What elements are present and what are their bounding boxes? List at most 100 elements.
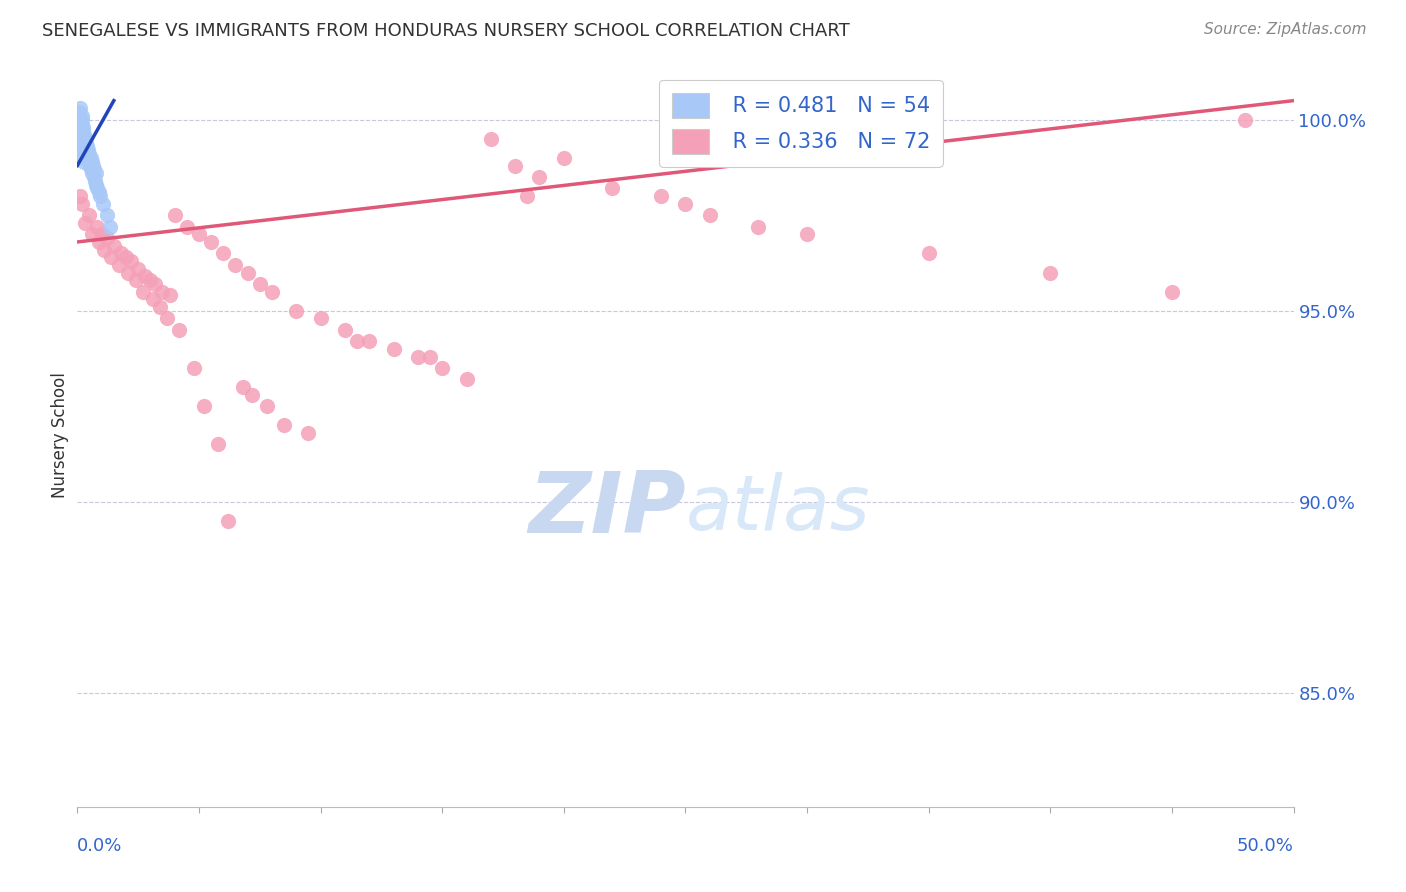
Point <box>183 361 205 376</box>
Point <box>67 120 90 135</box>
Text: 50.0%: 50.0% <box>1237 837 1294 855</box>
Point <box>69 189 91 203</box>
Point <box>70 139 93 153</box>
Point <box>80 154 103 169</box>
Point <box>456 372 478 386</box>
Point <box>200 235 222 249</box>
Point <box>77 143 100 157</box>
Point <box>236 266 259 280</box>
Point <box>650 189 672 203</box>
Point <box>73 216 96 230</box>
Point <box>249 277 271 291</box>
Y-axis label: Nursery School: Nursery School <box>51 372 69 498</box>
Point <box>132 285 155 299</box>
Point <box>103 239 125 253</box>
Point <box>69 101 91 115</box>
Point <box>602 181 624 195</box>
Point <box>72 136 94 150</box>
Point <box>76 151 98 165</box>
Point <box>100 250 122 264</box>
Point <box>796 227 818 242</box>
Point <box>163 208 186 222</box>
Point <box>224 258 246 272</box>
Point <box>69 136 91 150</box>
Point <box>346 334 368 349</box>
Point <box>675 196 697 211</box>
Point <box>69 112 91 127</box>
Point <box>69 132 91 146</box>
Point <box>333 323 356 337</box>
Point <box>382 342 405 356</box>
Point <box>285 303 308 318</box>
Point <box>432 361 454 376</box>
Point <box>503 159 526 173</box>
Point <box>73 128 96 142</box>
Point <box>406 350 429 364</box>
Point <box>70 117 93 131</box>
Point <box>139 273 162 287</box>
Point <box>193 399 215 413</box>
Point <box>176 219 198 234</box>
Point <box>1161 285 1184 299</box>
Point <box>115 250 138 264</box>
Point <box>142 292 165 306</box>
Point <box>66 112 89 127</box>
Point <box>516 189 538 203</box>
Point <box>156 311 179 326</box>
Point <box>96 208 118 222</box>
Legend:  R = 0.481   N = 54,  R = 0.336   N = 72: R = 0.481 N = 54, R = 0.336 N = 72 <box>659 80 942 167</box>
Point <box>273 418 295 433</box>
Point <box>359 334 381 349</box>
Point <box>73 132 96 146</box>
Point <box>83 174 105 188</box>
Point <box>89 235 111 249</box>
Point <box>67 124 90 138</box>
Point <box>72 124 94 138</box>
Point <box>84 178 107 192</box>
Point <box>75 136 97 150</box>
Point <box>98 219 121 234</box>
Point <box>70 196 93 211</box>
Point <box>747 219 769 234</box>
Point <box>75 143 97 157</box>
Point <box>76 139 98 153</box>
Point <box>80 151 103 165</box>
Point <box>1233 112 1256 127</box>
Point <box>699 208 721 222</box>
Point <box>84 166 107 180</box>
Point <box>232 380 254 394</box>
Point <box>79 147 101 161</box>
Point <box>90 227 112 242</box>
Point <box>143 277 166 291</box>
Point <box>93 243 115 257</box>
Point <box>67 117 90 131</box>
Point <box>76 147 98 161</box>
Point <box>82 159 104 173</box>
Point <box>87 186 110 200</box>
Point <box>70 112 93 127</box>
Point <box>134 269 156 284</box>
Point <box>77 154 100 169</box>
Point <box>80 162 103 177</box>
Point <box>82 166 104 180</box>
Point <box>212 246 235 260</box>
Point <box>72 120 94 135</box>
Point <box>72 151 94 165</box>
Point <box>70 128 93 142</box>
Point <box>96 231 118 245</box>
Point <box>479 132 502 146</box>
Point <box>125 273 148 287</box>
Point <box>1039 266 1062 280</box>
Point <box>309 311 332 326</box>
Point <box>297 425 319 440</box>
Point <box>107 258 129 272</box>
Point <box>159 288 181 302</box>
Point <box>80 227 103 242</box>
Point <box>419 350 441 364</box>
Point <box>529 169 551 184</box>
Point <box>152 285 174 299</box>
Point <box>67 109 90 123</box>
Point <box>207 437 229 451</box>
Point <box>91 196 114 211</box>
Point <box>79 208 101 222</box>
